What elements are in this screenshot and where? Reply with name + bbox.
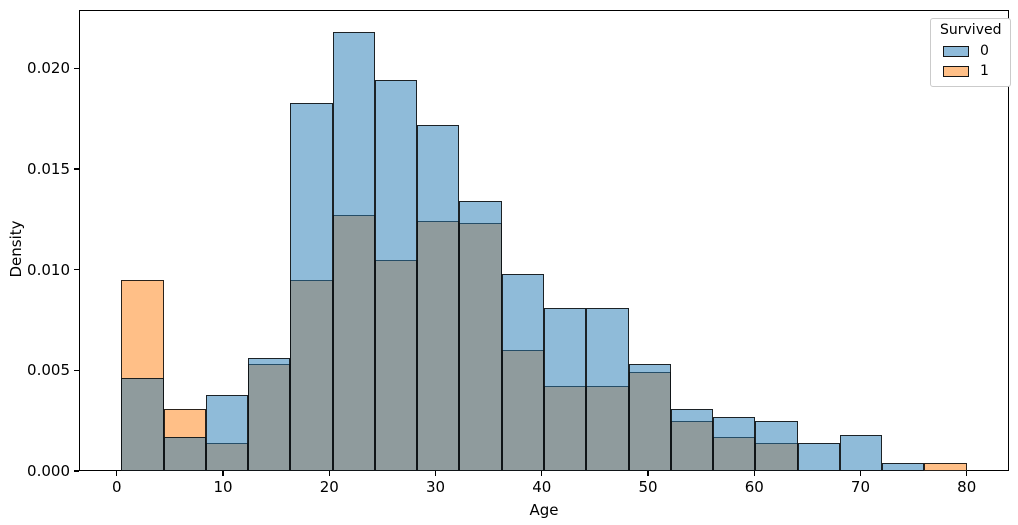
hist-bar-survived-0-bin-3 [248,358,291,471]
x-tick-label: 40 [532,478,552,496]
hist-bar-survived-0-bin-5 [332,32,375,471]
y-tick-mark [74,168,79,170]
x-tick-mark [222,471,224,476]
hist-bar-survived-0-bin-17 [839,434,883,471]
x-tick-label: 50 [638,478,658,496]
survived-1-swatch [943,66,969,77]
hist-bar-survived-0-bin-16 [797,442,840,471]
hist-bar-survived-0-bin-12 [628,364,671,471]
y-tick-label: 0.000 [27,462,70,480]
legend-item-label: 1 [980,63,989,79]
hist-bar-survived-0-bin-2 [205,394,249,471]
y-tick-mark [74,470,79,472]
x-tick-label: 80 [957,478,977,496]
hist-bar-survived-0-bin-1 [163,436,206,471]
hist-bar-survived-0-bin-8 [459,201,502,471]
legend: Survived 0 1 [930,18,1012,87]
hist-bar-survived-0-bin-0 [121,378,164,471]
hist-bar-survived-0-bin-4 [290,102,333,471]
hist-bar-survived-1-bin-19 [924,462,967,471]
hist-bar-survived-0-bin-10 [544,307,587,471]
x-tick-mark [647,471,649,476]
x-tick-mark [859,471,862,476]
x-tick-mark [328,471,330,476]
x-tick-label: 0 [112,478,122,496]
legend-item-survived-1: 1 [940,64,1001,79]
x-tick-mark [753,471,755,476]
x-tick-label: 20 [319,478,339,496]
hist-bar-survived-0-bin-7 [417,124,460,471]
x-tick-mark [434,471,437,476]
x-tick-label: 30 [425,478,446,496]
y-tick-mark [74,67,79,69]
y-tick-mark [74,369,79,371]
legend-title: Survived [940,22,1002,38]
y-tick-mark [74,269,79,271]
hist-bar-survived-0-bin-11 [586,307,629,471]
hist-bar-survived-0-bin-18 [882,462,925,471]
survived-0-swatch [943,46,969,57]
x-tick-label: 70 [850,478,871,496]
hist-bar-survived-0-bin-9 [501,273,544,471]
x-tick-mark [966,471,968,476]
y-tick-label: 0.015 [27,160,70,179]
y-tick-label: 0.005 [27,361,70,380]
hist-bar-survived-0-bin-14 [713,416,756,471]
hist-bar-survived-0-bin-6 [374,80,418,471]
hist-bar-survived-0-bin-13 [670,408,714,471]
x-tick-mark [541,471,543,476]
y-tick-label: 0.020 [27,59,70,78]
x-tick-label: 60 [744,478,764,496]
y-tick-label: 0.010 [27,260,70,279]
hist-bar-survived-0-bin-15 [755,420,798,471]
x-axis-label: Age [529,501,559,519]
legend-item-label: 0 [980,43,989,59]
x-tick-mark [116,471,118,476]
x-tick-label: 10 [213,478,233,496]
legend-item-survived-0: 0 [940,44,1001,59]
